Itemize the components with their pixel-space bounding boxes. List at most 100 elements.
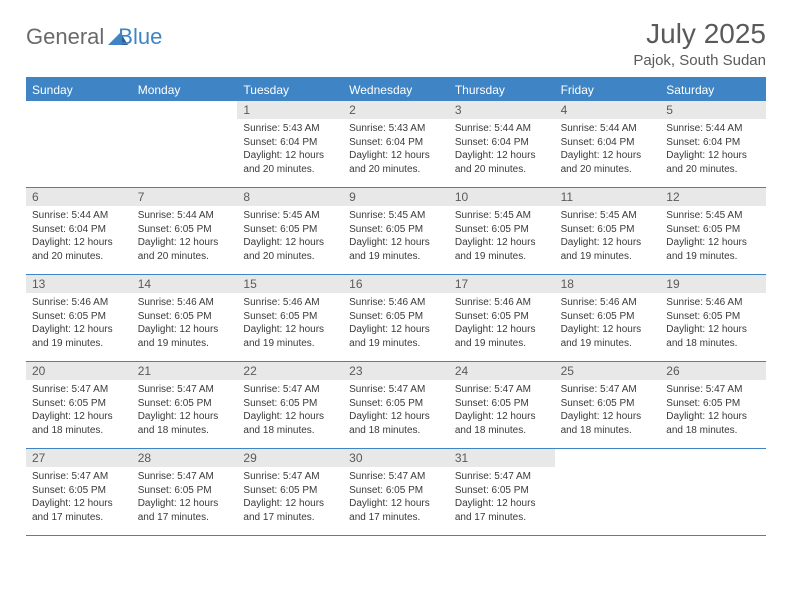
cell-number: 28: [132, 449, 238, 467]
cell-content: Sunrise: 5:44 AMSunset: 6:04 PMDaylight:…: [26, 206, 132, 266]
calendar-cell: 28Sunrise: 5:47 AMSunset: 6:05 PMDayligh…: [132, 449, 238, 535]
calendar-cell: 26Sunrise: 5:47 AMSunset: 6:05 PMDayligh…: [660, 362, 766, 448]
month-title: July 2025: [633, 18, 766, 50]
cell-content: Sunrise: 5:44 AMSunset: 6:04 PMDaylight:…: [555, 119, 661, 179]
cell-number-empty: [26, 101, 132, 119]
calendar-week: 13Sunrise: 5:46 AMSunset: 6:05 PMDayligh…: [26, 275, 766, 362]
cell-number: 17: [449, 275, 555, 293]
cell-content: Sunrise: 5:47 AMSunset: 6:05 PMDaylight:…: [132, 467, 238, 527]
cell-number: 19: [660, 275, 766, 293]
calendar-cell: 11Sunrise: 5:45 AMSunset: 6:05 PMDayligh…: [555, 188, 661, 274]
day-header: Saturday: [660, 79, 766, 101]
calendar-cell: 21Sunrise: 5:47 AMSunset: 6:05 PMDayligh…: [132, 362, 238, 448]
cell-number: 22: [237, 362, 343, 380]
day-header: Wednesday: [343, 79, 449, 101]
calendar-cell: 17Sunrise: 5:46 AMSunset: 6:05 PMDayligh…: [449, 275, 555, 361]
calendar-cell: [660, 449, 766, 535]
cell-number: 18: [555, 275, 661, 293]
cell-content: Sunrise: 5:44 AMSunset: 6:05 PMDaylight:…: [132, 206, 238, 266]
calendar-cell: 16Sunrise: 5:46 AMSunset: 6:05 PMDayligh…: [343, 275, 449, 361]
cell-number: 3: [449, 101, 555, 119]
day-header: Tuesday: [237, 79, 343, 101]
calendar-cell: 12Sunrise: 5:45 AMSunset: 6:05 PMDayligh…: [660, 188, 766, 274]
calendar-cell: 8Sunrise: 5:45 AMSunset: 6:05 PMDaylight…: [237, 188, 343, 274]
cell-number: 15: [237, 275, 343, 293]
cell-content: Sunrise: 5:45 AMSunset: 6:05 PMDaylight:…: [660, 206, 766, 266]
cell-number: 16: [343, 275, 449, 293]
calendar-cell: 5Sunrise: 5:44 AMSunset: 6:04 PMDaylight…: [660, 101, 766, 187]
cell-content: Sunrise: 5:47 AMSunset: 6:05 PMDaylight:…: [26, 380, 132, 440]
day-header: Thursday: [449, 79, 555, 101]
cell-content: Sunrise: 5:46 AMSunset: 6:05 PMDaylight:…: [132, 293, 238, 353]
calendar-cell: 20Sunrise: 5:47 AMSunset: 6:05 PMDayligh…: [26, 362, 132, 448]
cell-content: Sunrise: 5:45 AMSunset: 6:05 PMDaylight:…: [343, 206, 449, 266]
calendar-cell: 10Sunrise: 5:45 AMSunset: 6:05 PMDayligh…: [449, 188, 555, 274]
cell-content: Sunrise: 5:47 AMSunset: 6:05 PMDaylight:…: [343, 467, 449, 527]
cell-number: 8: [237, 188, 343, 206]
location-label: Pajok, South Sudan: [633, 52, 766, 69]
calendar-grid: 1Sunrise: 5:43 AMSunset: 6:04 PMDaylight…: [26, 101, 766, 536]
cell-content: Sunrise: 5:47 AMSunset: 6:05 PMDaylight:…: [555, 380, 661, 440]
cell-number: 4: [555, 101, 661, 119]
cell-number-empty: [660, 449, 766, 467]
cell-number: 7: [132, 188, 238, 206]
calendar-cell: 1Sunrise: 5:43 AMSunset: 6:04 PMDaylight…: [237, 101, 343, 187]
cell-content: Sunrise: 5:44 AMSunset: 6:04 PMDaylight:…: [449, 119, 555, 179]
cell-number: 23: [343, 362, 449, 380]
calendar-week: 1Sunrise: 5:43 AMSunset: 6:04 PMDaylight…: [26, 101, 766, 188]
cell-number: 6: [26, 188, 132, 206]
cell-content: Sunrise: 5:46 AMSunset: 6:05 PMDaylight:…: [26, 293, 132, 353]
cell-number: 21: [132, 362, 238, 380]
calendar-cell: 14Sunrise: 5:46 AMSunset: 6:05 PMDayligh…: [132, 275, 238, 361]
calendar-week: 20Sunrise: 5:47 AMSunset: 6:05 PMDayligh…: [26, 362, 766, 449]
cell-number-empty: [555, 449, 661, 467]
cell-number: 9: [343, 188, 449, 206]
day-headers-row: SundayMondayTuesdayWednesdayThursdayFrid…: [26, 79, 766, 101]
cell-number: 25: [555, 362, 661, 380]
cell-content: Sunrise: 5:47 AMSunset: 6:05 PMDaylight:…: [132, 380, 238, 440]
cell-number: 27: [26, 449, 132, 467]
logo-text-general: General: [26, 24, 104, 50]
title-block: July 2025 Pajok, South Sudan: [633, 18, 766, 69]
cell-content: Sunrise: 5:46 AMSunset: 6:05 PMDaylight:…: [660, 293, 766, 353]
cell-number: 2: [343, 101, 449, 119]
calendar-cell: [555, 449, 661, 535]
cell-number: 20: [26, 362, 132, 380]
cell-number: 11: [555, 188, 661, 206]
cell-content: Sunrise: 5:44 AMSunset: 6:04 PMDaylight:…: [660, 119, 766, 179]
calendar-week: 27Sunrise: 5:47 AMSunset: 6:05 PMDayligh…: [26, 449, 766, 536]
cell-number: 5: [660, 101, 766, 119]
calendar-cell: 25Sunrise: 5:47 AMSunset: 6:05 PMDayligh…: [555, 362, 661, 448]
cell-number: 26: [660, 362, 766, 380]
calendar-cell: 2Sunrise: 5:43 AMSunset: 6:04 PMDaylight…: [343, 101, 449, 187]
cell-number: 29: [237, 449, 343, 467]
cell-number: 14: [132, 275, 238, 293]
logo-text-blue: Blue: [118, 24, 162, 50]
calendar-cell: 13Sunrise: 5:46 AMSunset: 6:05 PMDayligh…: [26, 275, 132, 361]
calendar-cell: 19Sunrise: 5:46 AMSunset: 6:05 PMDayligh…: [660, 275, 766, 361]
calendar-cell: 27Sunrise: 5:47 AMSunset: 6:05 PMDayligh…: [26, 449, 132, 535]
cell-content: Sunrise: 5:47 AMSunset: 6:05 PMDaylight:…: [343, 380, 449, 440]
logo: General Blue: [26, 18, 162, 50]
calendar-cell: 4Sunrise: 5:44 AMSunset: 6:04 PMDaylight…: [555, 101, 661, 187]
calendar-cell: [132, 101, 238, 187]
header: General Blue July 2025 Pajok, South Suda…: [26, 18, 766, 69]
calendar-cell: 29Sunrise: 5:47 AMSunset: 6:05 PMDayligh…: [237, 449, 343, 535]
cell-content: Sunrise: 5:47 AMSunset: 6:05 PMDaylight:…: [237, 380, 343, 440]
cell-content: Sunrise: 5:45 AMSunset: 6:05 PMDaylight:…: [237, 206, 343, 266]
calendar-cell: 30Sunrise: 5:47 AMSunset: 6:05 PMDayligh…: [343, 449, 449, 535]
cell-content: Sunrise: 5:45 AMSunset: 6:05 PMDaylight:…: [449, 206, 555, 266]
cell-number: 1: [237, 101, 343, 119]
calendar-cell: 6Sunrise: 5:44 AMSunset: 6:04 PMDaylight…: [26, 188, 132, 274]
cell-number: 12: [660, 188, 766, 206]
day-header: Sunday: [26, 79, 132, 101]
cell-content: Sunrise: 5:47 AMSunset: 6:05 PMDaylight:…: [660, 380, 766, 440]
cell-content: Sunrise: 5:47 AMSunset: 6:05 PMDaylight:…: [449, 380, 555, 440]
calendar-cell: [26, 101, 132, 187]
cell-content: Sunrise: 5:46 AMSunset: 6:05 PMDaylight:…: [555, 293, 661, 353]
cell-content: Sunrise: 5:46 AMSunset: 6:05 PMDaylight:…: [449, 293, 555, 353]
calendar-cell: 9Sunrise: 5:45 AMSunset: 6:05 PMDaylight…: [343, 188, 449, 274]
day-header: Friday: [555, 79, 661, 101]
cell-number: 13: [26, 275, 132, 293]
calendar-cell: 18Sunrise: 5:46 AMSunset: 6:05 PMDayligh…: [555, 275, 661, 361]
